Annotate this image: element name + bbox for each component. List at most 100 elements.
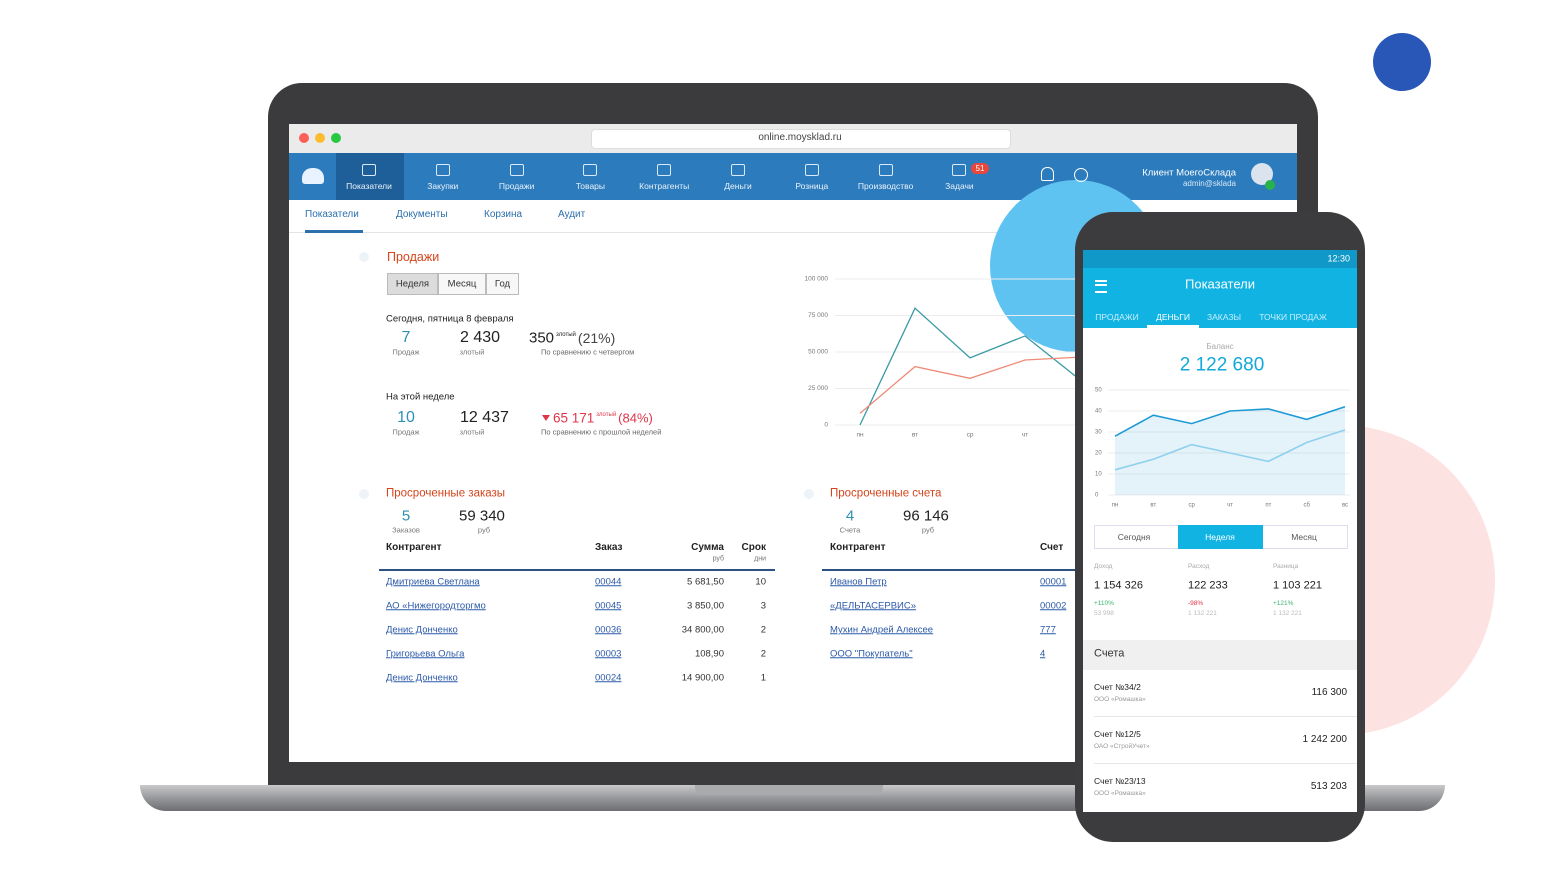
table-link[interactable]: 777 xyxy=(1040,624,1056,636)
nav-item[interactable]: Контрагенты xyxy=(639,180,690,191)
series-line xyxy=(859,307,1081,426)
diff: 65 171 xyxy=(553,410,595,426)
nav-item[interactable]: Деньги xyxy=(724,180,752,191)
table-link[interactable]: Дмитриева Светлана xyxy=(386,576,480,588)
table-link[interactable]: 00003 xyxy=(595,648,622,660)
table-link[interactable]: ООО "Покупатель" xyxy=(830,648,913,660)
nav-bar xyxy=(289,153,1297,200)
count-label: Продаж xyxy=(392,427,420,437)
period-button xyxy=(387,273,438,295)
nav-item[interactable]: Закупки xyxy=(427,180,459,191)
phone-tab[interactable]: ПРОДАЖИ xyxy=(1095,311,1139,322)
table-link[interactable]: 00044 xyxy=(595,576,622,588)
table-link[interactable]: 00045 xyxy=(595,600,622,612)
table-link[interactable]: «ДЕЛЬТАСЕРВИС» xyxy=(830,600,917,612)
stat-label: Расход xyxy=(1188,562,1210,570)
y-tick-label: 20 xyxy=(1095,451,1102,457)
menu-icon[interactable] xyxy=(1095,280,1107,293)
x-tick-label: пн xyxy=(1112,503,1119,509)
x-tick-label: вс xyxy=(1342,503,1348,509)
table-link[interactable]: АО «Нижегородторгмо xyxy=(386,600,486,612)
diff-percent: (84%) xyxy=(618,410,653,426)
y-tick-label: 100 000 xyxy=(805,276,829,283)
table-cell: 5 681,50 xyxy=(687,576,724,588)
count-label: Продаж xyxy=(392,347,420,357)
period-label[interactable]: Месяц xyxy=(447,278,477,290)
table-link[interactable]: 00002 xyxy=(1040,600,1067,612)
diff: 350 xyxy=(529,329,555,347)
url-field[interactable] xyxy=(591,129,1011,149)
amount-label: руб xyxy=(921,525,935,535)
amount-label: руб xyxy=(477,525,491,535)
logo xyxy=(302,168,324,184)
table-cell: 1 xyxy=(760,672,766,684)
diff-label: По сравнению с четвергом xyxy=(541,347,635,357)
phone-tab[interactable]: ТОЧКИ ПРОДАЖ xyxy=(1259,311,1327,322)
subtab[interactable]: Аудит xyxy=(558,209,586,220)
phone-tab[interactable]: ЗАКАЗЫ xyxy=(1207,311,1241,322)
help-icon xyxy=(359,252,369,262)
badge-bg xyxy=(971,163,989,174)
nav-item[interactable]: Показатели xyxy=(346,180,392,191)
phone-period[interactable]: Месяц xyxy=(1291,531,1317,542)
table-link[interactable]: Иванов Петр xyxy=(830,576,887,588)
x-tick-label: пт xyxy=(1265,503,1271,509)
avatar xyxy=(1251,163,1273,185)
stat-prev: 1 132 221 xyxy=(1188,609,1217,617)
account-name[interactable]: Счет №12/5 xyxy=(1094,728,1141,739)
phone-period[interactable]: Неделя xyxy=(1205,531,1235,542)
heading: На этой неделе xyxy=(386,391,455,403)
stat-value: 1 103 221 xyxy=(1273,579,1322,592)
user-login: admin@sklada xyxy=(1182,179,1236,188)
nav-item[interactable]: Продажи xyxy=(498,180,535,191)
table-cell: 108,90 xyxy=(694,648,724,660)
period-label[interactable]: Год xyxy=(494,278,511,290)
table-link[interactable]: 00001 xyxy=(1040,576,1067,588)
subtab[interactable]: Корзина xyxy=(484,209,523,220)
account-name[interactable]: Счет №34/2 xyxy=(1094,681,1141,692)
period-label[interactable]: Неделя xyxy=(395,278,430,290)
app-title: Показатели xyxy=(1185,276,1255,292)
amount-label: злотый xyxy=(459,347,485,357)
subtab[interactable]: Показатели xyxy=(305,209,359,220)
phone-period[interactable]: Сегодня xyxy=(1117,531,1151,542)
table-link[interactable]: Денис Донченко xyxy=(386,672,458,684)
laptop-notch xyxy=(695,785,883,795)
down-arrow xyxy=(542,415,550,421)
table-cell: 14 900,00 xyxy=(681,672,724,684)
url: online.moysklad.ru xyxy=(758,132,842,143)
nav-item[interactable]: Задачи xyxy=(945,180,974,191)
table-cell: 34 800,00 xyxy=(681,624,724,636)
column-header: Заказ xyxy=(595,542,623,553)
phone-tab[interactable]: ДЕНЬГИ xyxy=(1156,311,1190,322)
user-name[interactable]: Клиент МоегоСклада xyxy=(1142,167,1236,179)
nav-item[interactable]: Производство xyxy=(857,180,914,191)
table-cell: 2 xyxy=(760,624,766,636)
account-name[interactable]: Счет №23/13 xyxy=(1094,775,1146,786)
amount: 96 146 xyxy=(903,507,949,525)
stat-change: +121% xyxy=(1273,599,1294,607)
subtab[interactable]: Документы xyxy=(396,209,448,220)
table-link[interactable]: Григорьева Ольга xyxy=(386,648,465,660)
balance: 2 122 680 xyxy=(1179,354,1265,376)
avatar-status xyxy=(1265,180,1275,190)
column-header: Сумма xyxy=(691,542,724,553)
table-link[interactable]: Денис Донченко xyxy=(386,624,458,636)
nav-item[interactable]: Розница xyxy=(795,180,829,191)
count-label: Счета xyxy=(839,525,861,535)
table-link[interactable]: 00024 xyxy=(595,672,622,684)
nav-active xyxy=(336,153,404,200)
y-tick-label: 10 xyxy=(1095,472,1102,478)
nav-item[interactable]: Товары xyxy=(575,180,606,191)
nav-icon xyxy=(952,164,967,176)
help-icon xyxy=(1074,168,1088,182)
table-link[interactable]: 4 xyxy=(1040,648,1046,660)
tab-underline xyxy=(1147,325,1199,328)
table-link[interactable]: Мухин Андрей Алексее xyxy=(830,624,934,636)
column-header: Срок xyxy=(741,542,766,553)
invoices-line xyxy=(822,569,1297,571)
bell-icon xyxy=(1041,167,1054,181)
nav-icon xyxy=(362,164,376,176)
x-tick-label: сб xyxy=(1303,503,1310,509)
table-link[interactable]: 00036 xyxy=(595,624,622,636)
